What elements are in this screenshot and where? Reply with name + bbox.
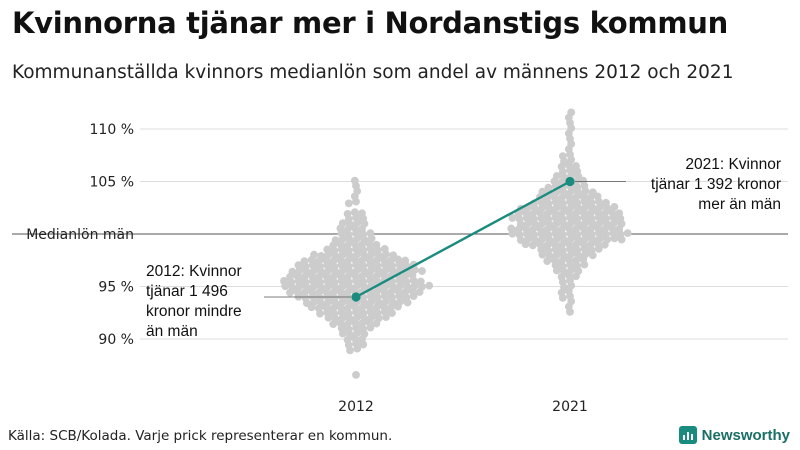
annotation-text: tjänar 1 496 <box>146 283 228 300</box>
municipality-dot <box>416 277 425 286</box>
x-tick-label: 2012 <box>338 399 374 415</box>
highlight-point <box>351 292 361 302</box>
annotation-text: 2012: Kvinnor <box>146 263 242 280</box>
newsworthy-logo-icon <box>678 426 697 444</box>
municipality-dot <box>507 224 516 233</box>
annotation-text: mer än män <box>698 196 781 213</box>
municipality-dot <box>366 229 375 238</box>
chart-title: Kvinnorna tjänar mer i Nordanstigs kommu… <box>12 6 728 40</box>
y-tick-label: 105 % <box>90 175 134 191</box>
y-tick-label: Medianlön män <box>26 227 134 243</box>
municipality-dot <box>343 210 352 218</box>
municipality-dot <box>389 251 398 260</box>
municipality-dot <box>372 240 381 249</box>
annotation-text: 2021: Kvinnor <box>685 156 781 173</box>
municipality-dot <box>338 219 347 228</box>
municipality-dot <box>401 256 410 265</box>
municipality-dot <box>288 267 297 276</box>
highlight-line <box>355 180 571 299</box>
municipality-dot <box>310 250 318 259</box>
y-tick-label: 90 % <box>98 332 134 348</box>
municipality-dot <box>380 244 389 253</box>
annotation-text: kronor mindre <box>146 303 242 320</box>
municipality-dot <box>350 176 359 185</box>
municipality-dot <box>300 257 309 266</box>
municipality-dot <box>602 198 610 207</box>
brand-logo: Newsworthy <box>678 426 790 444</box>
municipality-dot <box>588 188 597 197</box>
municipality-dot <box>280 277 288 285</box>
brand-name: Newsworthy <box>701 426 790 444</box>
annotation-text: än män <box>146 323 198 340</box>
municipality-dot <box>544 183 553 192</box>
municipality-dot <box>352 370 360 379</box>
municipality-dot <box>425 281 434 290</box>
y-tick-label: 110 % <box>90 122 134 138</box>
highlight-point <box>565 176 575 187</box>
municipality-dot <box>418 267 426 275</box>
municipality-dot <box>567 108 576 117</box>
source-note: Källa: SCB/Kolada. Varje prick represent… <box>8 428 393 444</box>
municipality-dot <box>558 152 567 161</box>
x-tick-label: 2021 <box>552 399 588 415</box>
municipality-dot <box>572 162 580 170</box>
municipality-dot <box>294 261 303 270</box>
municipality-dot <box>317 252 326 260</box>
y-tick-label: 95 % <box>98 280 134 296</box>
municipality-dot <box>358 209 366 218</box>
municipality-dot <box>323 245 332 254</box>
municipality-dot <box>508 214 517 222</box>
municipality-dot <box>350 208 359 217</box>
chart-subtitle: Kommunanställda kvinnors medianlön som a… <box>12 62 734 83</box>
municipality-dot <box>552 172 561 180</box>
municipality-dot <box>331 236 340 245</box>
municipality-dot <box>615 209 624 218</box>
annotation-text: tjänar 1 392 kronor <box>651 176 781 193</box>
municipality-dot <box>610 202 619 211</box>
municipality-dot <box>344 199 353 208</box>
municipality-dot <box>538 187 547 196</box>
municipality-dot <box>623 229 632 238</box>
